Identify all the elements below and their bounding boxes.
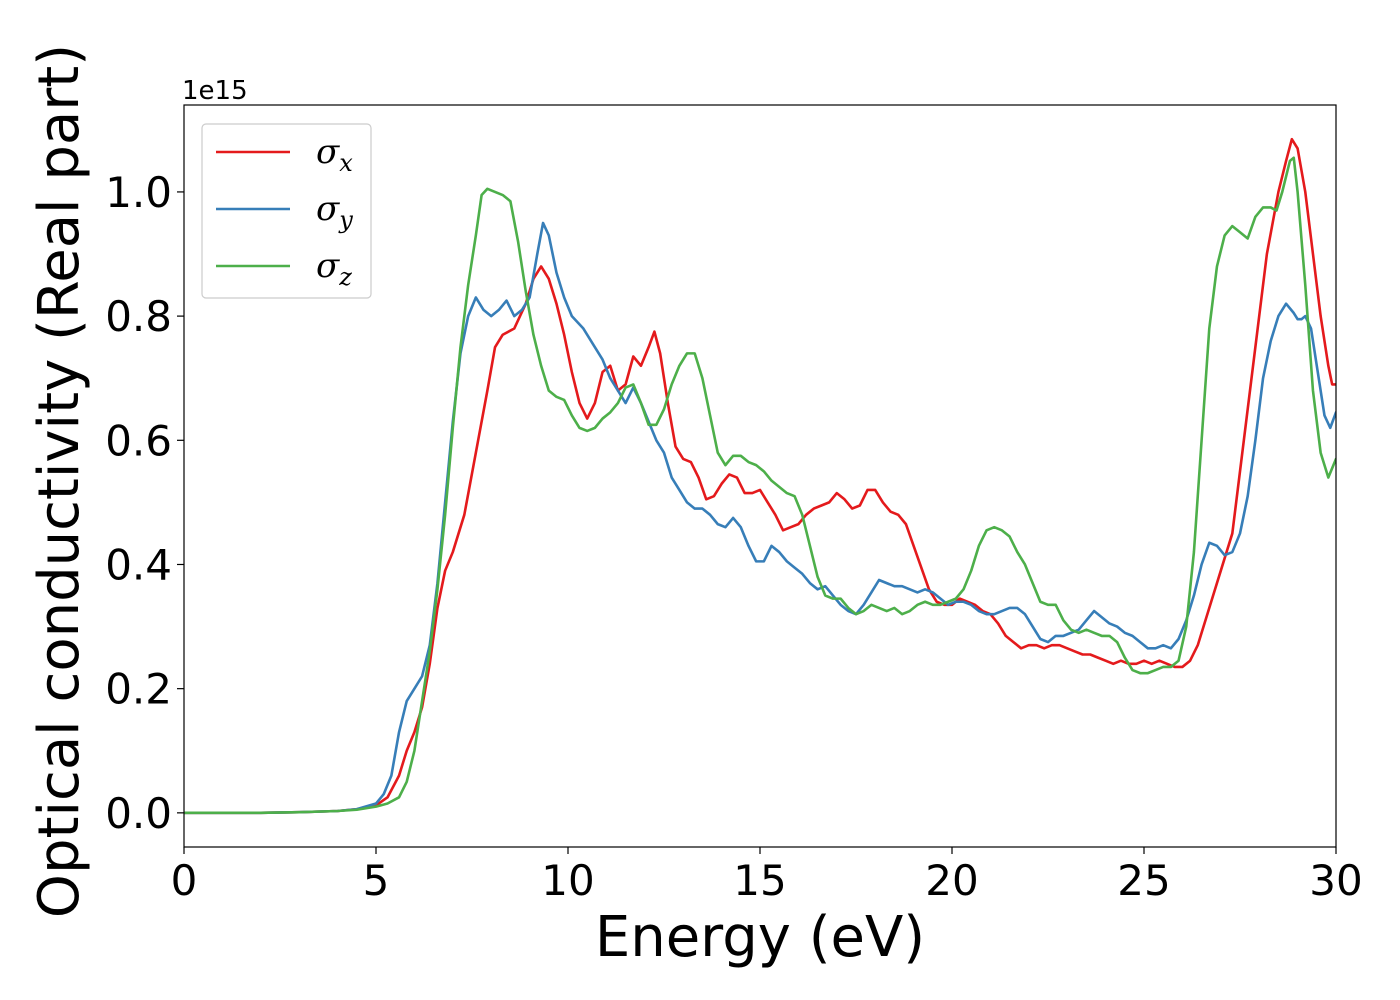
legend-label-y: σy xyxy=(316,189,353,234)
legend-subscript: x xyxy=(339,149,353,177)
legend-symbol: σ xyxy=(316,132,340,172)
x-axis-title: Energy (eV) xyxy=(595,905,925,970)
y-tick-label: 0.0 xyxy=(105,789,172,838)
x-tick-label: 25 xyxy=(1117,856,1170,905)
x-tick-label: 10 xyxy=(541,856,594,905)
series-line-z xyxy=(184,156,1336,815)
legend-subscript: y xyxy=(338,206,353,234)
y-axis-title: Optical conductivity (Real part) xyxy=(27,44,92,918)
x-tick-label: 30 xyxy=(1309,856,1362,905)
y-tick-label: 0.4 xyxy=(105,540,172,589)
series-layer xyxy=(184,137,1336,815)
x-tick-label: 20 xyxy=(925,856,978,905)
legend-subscript: z xyxy=(338,263,352,291)
y-tick-label: 0.8 xyxy=(105,292,172,341)
x-axis-ticks: 0 5 10 15 20 25 30 xyxy=(171,847,1363,905)
legend-symbol: σ xyxy=(316,246,340,286)
legend-box xyxy=(201,123,372,299)
y-axis-offset-label: 1e15 xyxy=(182,76,248,106)
x-tick-label: 5 xyxy=(363,856,390,905)
legend-label-x: σx xyxy=(316,132,353,177)
legend-symbol: σ xyxy=(316,189,340,229)
y-tick-label: 0.6 xyxy=(105,416,172,465)
x-tick-label: 0 xyxy=(171,856,198,905)
y-tick-label: 0.2 xyxy=(105,665,172,714)
legend-label-z: σz xyxy=(316,246,352,291)
x-tick-label: 15 xyxy=(733,856,786,905)
y-tick-label: 1.0 xyxy=(105,168,172,217)
y-axis-ticks: 0.0 0.2 0.4 0.6 0.8 1.0 xyxy=(105,168,184,838)
